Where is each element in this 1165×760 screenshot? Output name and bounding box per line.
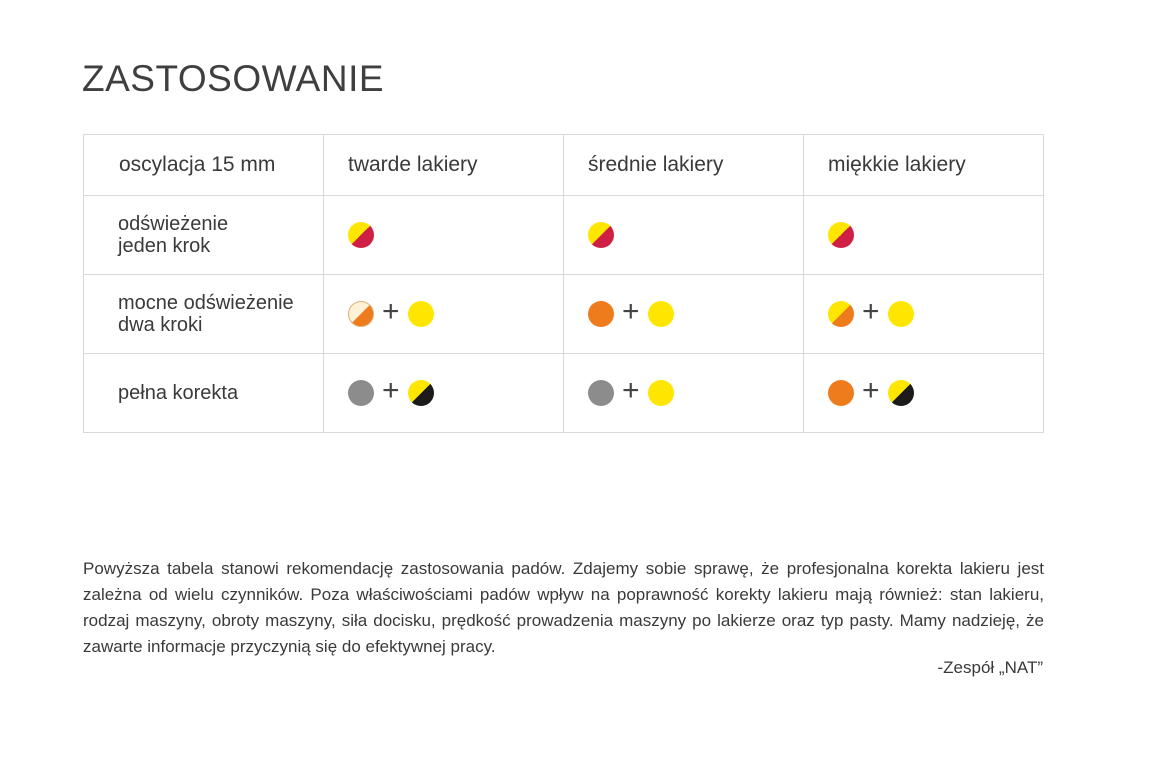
row-label-main: odświeżenie: [118, 213, 229, 235]
row-label-strong-refresh: mocne odświeżenie dwa kroki: [83, 274, 324, 354]
page-title: ZASTOSOWANIE: [82, 58, 385, 99]
yellow-orange-icon: [828, 301, 854, 327]
cell-full-correction-hard: +: [323, 353, 564, 433]
table-header-row: oscylacja 15 mm twarde lakiery średnie l…: [83, 134, 1044, 196]
cell-refresh-medium: [563, 195, 804, 275]
yellow-black-icon: [407, 380, 434, 406]
yellow-red-icon: [828, 222, 854, 248]
header-hard-paints: twarde lakiery: [323, 134, 564, 196]
table-row: pełna korekta + + +: [83, 353, 1044, 433]
cell-strong-refresh-medium: +: [563, 274, 804, 354]
orange-icon: [828, 380, 854, 406]
plus-sign: +: [622, 374, 640, 407]
row-label-main: pełna korekta: [118, 382, 239, 404]
team-signature: -Zespół „NAT”: [937, 658, 1043, 677]
yellow-red-icon: [348, 222, 374, 248]
recommendation-table: oscylacja 15 mm twarde lakiery średnie l…: [83, 134, 1044, 433]
table-row: odświeżenie jeden krok: [83, 195, 1044, 275]
orange-icon: [588, 301, 614, 327]
plus-sign: +: [382, 374, 400, 407]
yellow-red-icon: [588, 222, 614, 248]
header-oscillation: oscylacja 15 mm: [83, 134, 324, 196]
plus-sign: +: [622, 295, 640, 328]
table-row: mocne odświeżenie dwa kroki + + +: [83, 274, 1044, 354]
row-label-main: mocne odświeżenie: [118, 292, 294, 314]
yellow-icon: [887, 301, 914, 327]
plus-sign: +: [862, 295, 880, 328]
cell-full-correction-medium: +: [563, 353, 804, 433]
cell-strong-refresh-hard: +: [323, 274, 564, 354]
plus-sign: +: [382, 295, 400, 328]
yellow-black-icon: [887, 380, 914, 406]
cell-refresh-soft: [803, 195, 1044, 275]
yellow-icon: [647, 380, 674, 406]
cream-orange-icon: [348, 301, 374, 327]
header-soft-paints: miękkie lakiery: [803, 134, 1044, 196]
cell-full-correction-soft: +: [803, 353, 1044, 433]
row-label-sub: jeden krok: [118, 235, 211, 257]
cell-refresh-hard: [323, 195, 564, 275]
row-label-sub: dwa kroki: [118, 314, 203, 336]
header-medium-paints: średnie lakiery: [563, 134, 804, 196]
yellow-icon: [647, 301, 674, 327]
row-label-full-correction: pełna korekta: [83, 353, 324, 433]
plus-sign: +: [862, 374, 880, 407]
gray-icon: [588, 380, 614, 406]
cell-strong-refresh-soft: +: [803, 274, 1044, 354]
gray-icon: [348, 380, 374, 406]
recommendation-note: Powyższa tabela stanowi rekomendację zas…: [83, 559, 1044, 656]
yellow-icon: [407, 301, 434, 327]
row-label-refresh: odświeżenie jeden krok: [83, 195, 324, 275]
